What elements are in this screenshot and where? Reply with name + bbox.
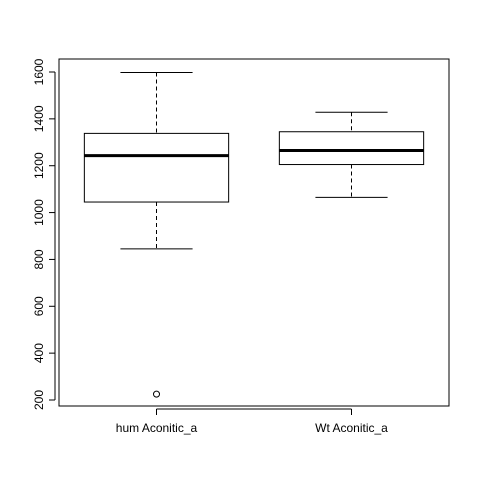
box-1 bbox=[83, 71, 230, 398]
y-tick-label: 1000 bbox=[32, 199, 46, 226]
box-2 bbox=[278, 111, 425, 198]
y-tick-label: 200 bbox=[32, 390, 46, 410]
outlier-point bbox=[153, 390, 160, 398]
boxes-group bbox=[83, 71, 425, 398]
y-tick-label: 1200 bbox=[32, 152, 46, 179]
y-tick-label: 800 bbox=[32, 249, 46, 269]
x-axis: hum Aconitic_a Wt Aconitic_a bbox=[116, 408, 388, 435]
y-tick-label: 1600 bbox=[32, 58, 46, 85]
y-tick-label: 1400 bbox=[32, 105, 46, 132]
y-tick-label: 600 bbox=[32, 296, 46, 316]
x-tick-label: Wt Aconitic_a bbox=[315, 421, 388, 435]
iqr-box bbox=[278, 131, 425, 166]
iqr-box bbox=[83, 132, 230, 203]
plot-frame bbox=[58, 58, 450, 407]
x-tick-label: hum Aconitic_a bbox=[116, 421, 198, 435]
y-tick-label: 400 bbox=[32, 343, 46, 363]
y-axis: 200 400 600 800 1000 1200 1400 1600 bbox=[32, 58, 56, 410]
